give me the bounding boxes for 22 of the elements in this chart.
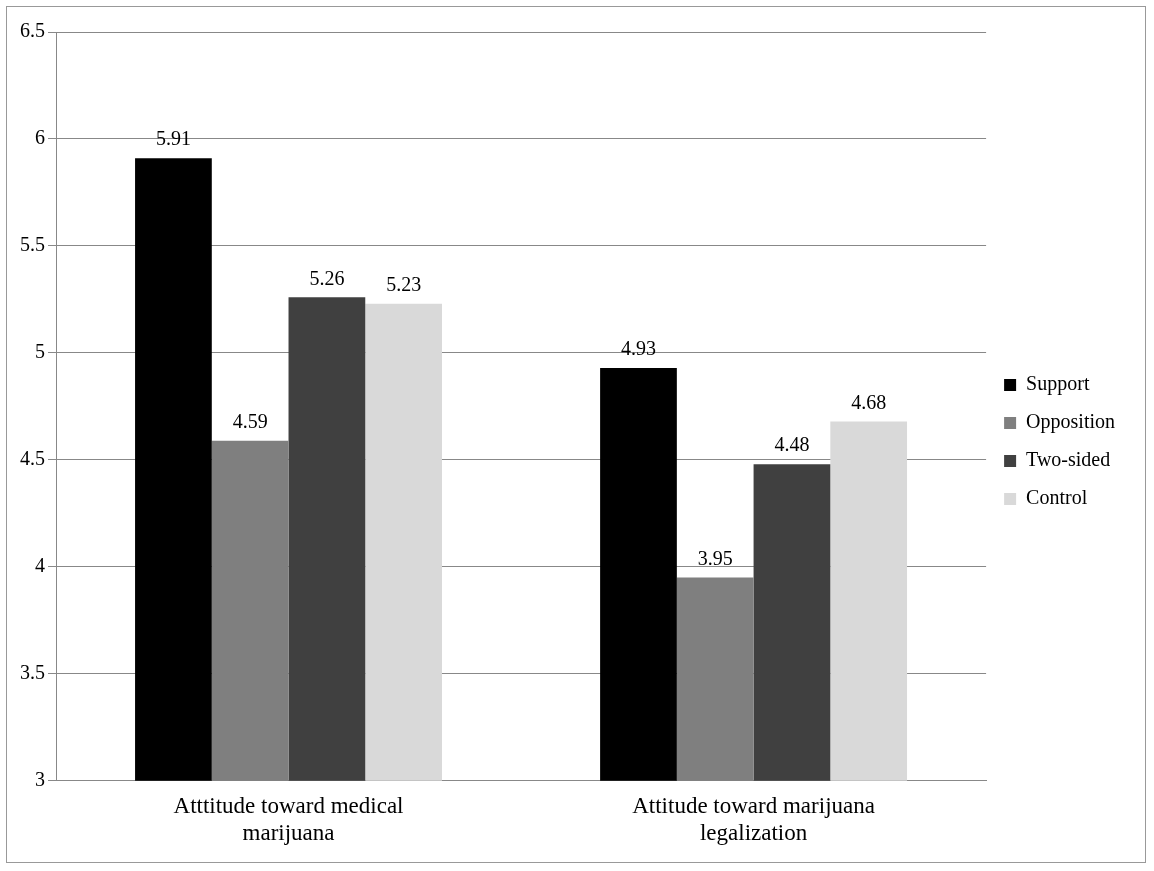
y-tick-label: 4.5 bbox=[20, 447, 45, 470]
x-tick-label: Atttitude toward medical marijuana bbox=[173, 792, 404, 846]
legend-label: Opposition bbox=[1026, 410, 1116, 434]
data-label: 4.93 bbox=[620, 337, 656, 360]
y-tick-label: 6.5 bbox=[20, 19, 45, 42]
y-tick-label: 5.5 bbox=[20, 233, 45, 256]
data-label: 5.23 bbox=[386, 272, 422, 295]
legend-label: Control bbox=[1026, 486, 1088, 509]
data-label: 4.68 bbox=[851, 390, 887, 413]
y-tick-label: 6 bbox=[35, 126, 45, 149]
y-tick-label: 5 bbox=[35, 340, 45, 363]
legend-label: Two-sided bbox=[1026, 448, 1111, 471]
x-tick-label: Attitude toward marijuana legalization bbox=[632, 792, 875, 846]
data-label: 3.95 bbox=[697, 546, 733, 569]
data-label: 5.91 bbox=[155, 127, 191, 150]
data-label: 4.59 bbox=[232, 409, 268, 432]
data-label: 4.48 bbox=[774, 433, 810, 456]
y-tick-label: 4 bbox=[35, 554, 45, 577]
y-tick-label: 3 bbox=[35, 768, 45, 791]
data-label: 5.26 bbox=[309, 266, 345, 289]
legend-label: Support bbox=[1026, 372, 1090, 396]
y-tick-label: 3.5 bbox=[20, 661, 45, 684]
